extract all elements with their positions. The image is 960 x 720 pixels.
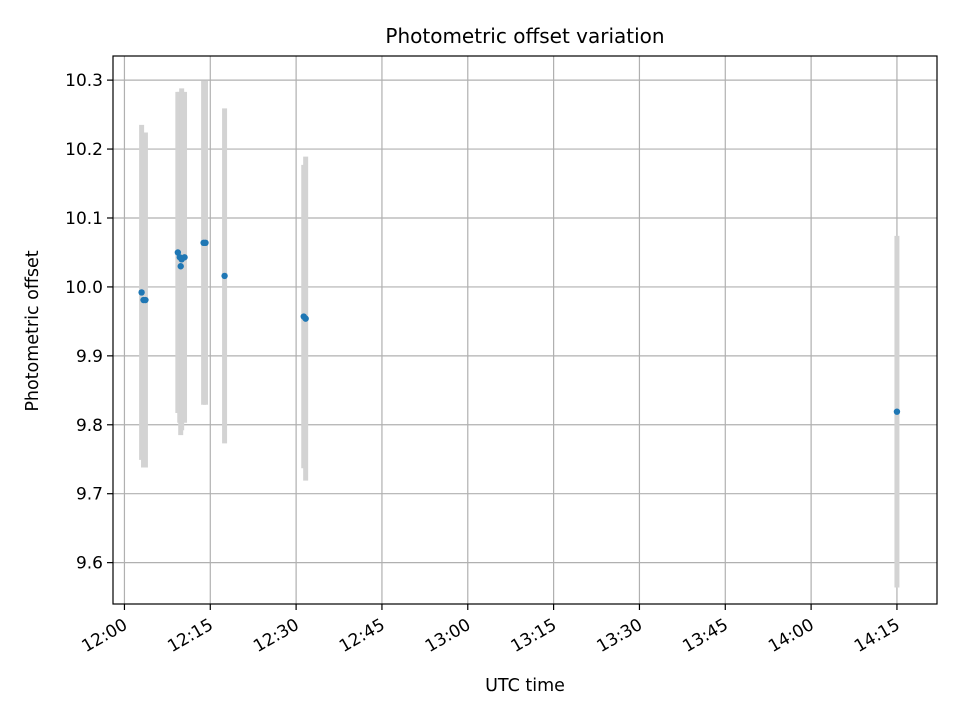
- data-point: [138, 289, 145, 296]
- x-axis-title: UTC time: [485, 676, 565, 696]
- axis-ticks: 12:00 12:15 12:30 12:45 13:00 13:15 13:30 13:45…: [65, 71, 903, 657]
- y-tick-label: 10.0: [65, 278, 103, 298]
- plot-frame: [112, 55, 938, 605]
- chart-title: Photometric offset variation: [385, 24, 664, 48]
- data-points: [138, 239, 901, 415]
- data-point: [893, 408, 901, 415]
- error-bars: [139, 80, 900, 588]
- data-point: [221, 272, 228, 280]
- x-tick-label: 13:30: [594, 615, 646, 657]
- y-tick-label: 10.1: [65, 209, 103, 229]
- x-tick-label: 13:15: [508, 615, 560, 657]
- y-tick-label: 9.9: [76, 347, 103, 367]
- x-tick-label: 12:30: [250, 615, 302, 657]
- x-tick-label: 13:00: [422, 615, 474, 657]
- y-axis-title: Photometric offset: [23, 250, 43, 411]
- data-point: [202, 239, 209, 247]
- y-tick-label: 9.7: [76, 485, 103, 505]
- y-tick-label: 10.2: [65, 140, 103, 160]
- grid: [113, 56, 937, 604]
- x-tick-label: 12:00: [79, 615, 131, 657]
- data-point: [174, 249, 182, 256]
- y-tick-label: 9.6: [76, 554, 103, 574]
- x-tick-label: 14:00: [765, 615, 817, 657]
- data-point: [177, 263, 184, 270]
- data-point: [302, 315, 309, 322]
- x-tick-label: 14:15: [851, 615, 903, 657]
- y-tick-label: 10.3: [65, 71, 103, 91]
- x-tick-label: 13:45: [679, 615, 731, 657]
- data-point: [181, 254, 188, 261]
- x-tick-label: 12:45: [336, 615, 388, 657]
- y-tick-label: 9.8: [76, 416, 103, 436]
- x-tick-label: 12:15: [164, 615, 216, 657]
- data-point: [142, 296, 149, 304]
